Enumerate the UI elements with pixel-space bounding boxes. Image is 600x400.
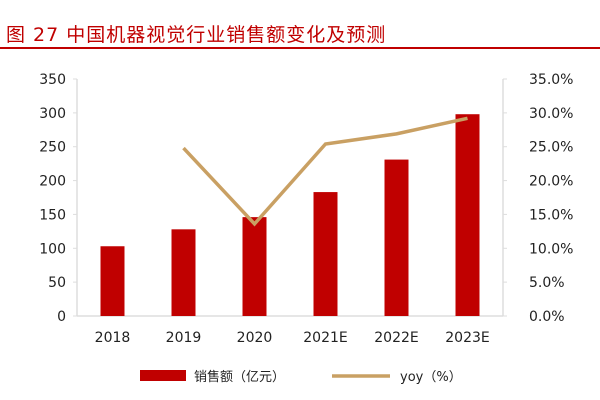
left-tick-label: 50 bbox=[48, 275, 66, 291]
x-tick-label: 2021E bbox=[303, 330, 347, 346]
bar-2020 bbox=[242, 217, 267, 316]
right-tick-label: 5.0% bbox=[529, 275, 565, 291]
legend-bar-label: 销售额（亿元） bbox=[194, 369, 285, 385]
left-tick-label: 100 bbox=[39, 241, 66, 257]
right-tick-label: 20.0% bbox=[529, 174, 573, 190]
right-tick-label: 30.0% bbox=[529, 106, 573, 122]
x-tick-label: 2020 bbox=[237, 330, 273, 346]
x-tick-label: 2018 bbox=[95, 330, 131, 346]
left-tick-label: 200 bbox=[39, 174, 66, 190]
title-underline bbox=[0, 47, 600, 49]
x-tick-label: 2022E bbox=[374, 330, 418, 346]
left-tick-label: 250 bbox=[39, 140, 66, 156]
right-tick-label: 0.0% bbox=[529, 309, 565, 325]
right-tick-label: 35.0% bbox=[529, 72, 573, 88]
bar-2022E bbox=[384, 159, 409, 316]
left-tick-label: 300 bbox=[39, 106, 66, 122]
legend-line-label: yoy（%） bbox=[400, 370, 462, 385]
right-tick-label: 10.0% bbox=[529, 241, 573, 257]
left-tick-label: 350 bbox=[39, 72, 66, 88]
bar-2023E bbox=[455, 114, 480, 316]
bar-2021E bbox=[313, 192, 338, 316]
x-tick-label: 2023E bbox=[445, 330, 489, 346]
chart-title: 图 27 中国机器视觉行业销售额变化及预测 bbox=[6, 24, 387, 46]
x-tick-label: 2019 bbox=[166, 330, 202, 346]
right-tick-label: 25.0% bbox=[529, 140, 573, 156]
bar-2019 bbox=[171, 229, 196, 316]
right-tick-label: 15.0% bbox=[529, 207, 573, 223]
left-tick-label: 0 bbox=[57, 309, 66, 325]
left-tick-label: 150 bbox=[39, 207, 66, 223]
bar-2018 bbox=[100, 246, 125, 316]
legend-bar-swatch bbox=[140, 370, 186, 381]
